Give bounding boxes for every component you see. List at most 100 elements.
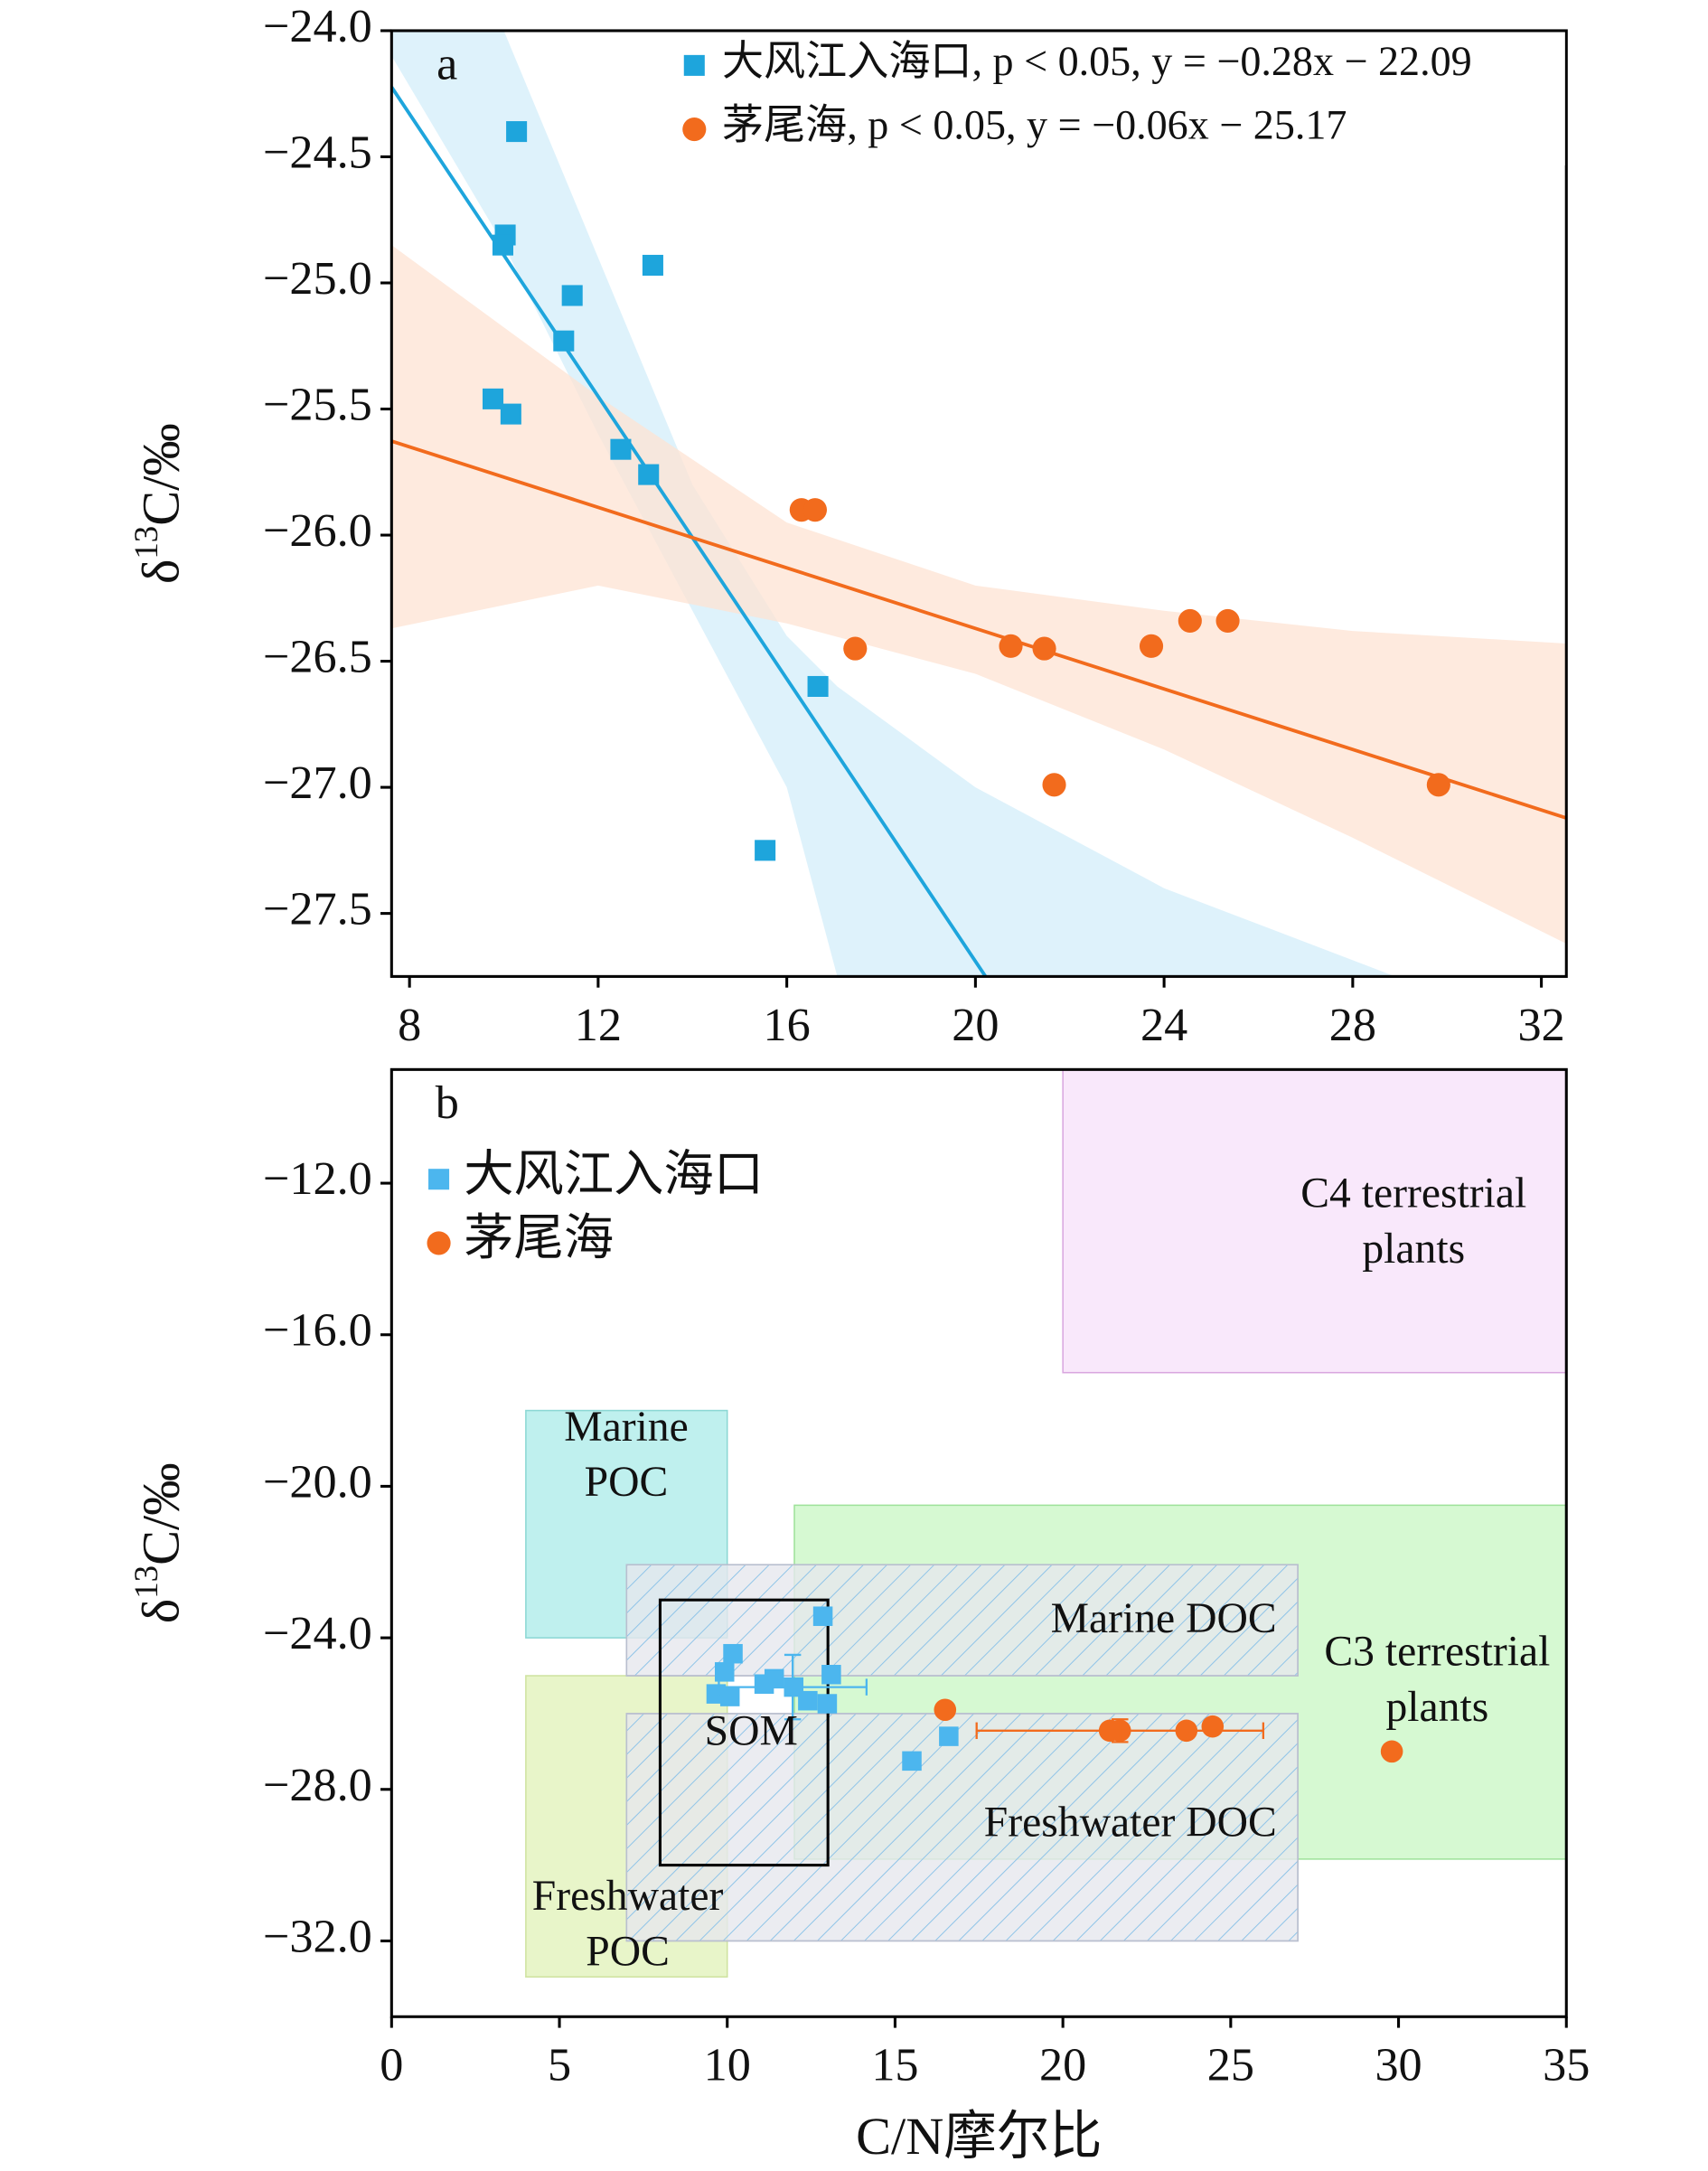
circle-marker [1380, 1740, 1403, 1763]
region-label: POC [585, 1459, 669, 1506]
y-label-sup: 13 [127, 526, 164, 559]
region [1062, 1069, 1567, 1374]
panel-label: a [436, 37, 457, 89]
x-tick-label: 32 [1517, 999, 1564, 1051]
y-label-sup: 13 [127, 1565, 164, 1599]
square-marker [500, 403, 521, 425]
y-label-part: C/‰ [132, 423, 191, 526]
panel-label: b [436, 1076, 459, 1129]
y-label-part: δ [132, 1599, 191, 1624]
x-tick-label: 20 [952, 999, 999, 1051]
square-marker [610, 438, 632, 460]
confidence-band [391, 30, 1395, 977]
square-marker [755, 840, 776, 861]
x-tick-label: 0 [380, 2039, 403, 2091]
region-label: Freshwater [532, 1873, 724, 1920]
circle-marker [1042, 773, 1066, 797]
legend-box [666, 32, 1565, 166]
x-tick-label: 20 [1039, 2039, 1086, 2091]
square-marker [807, 675, 829, 698]
x-tick-label: 10 [704, 2039, 751, 2091]
x-tick-label: 5 [548, 2039, 571, 2091]
fit-line [391, 86, 988, 977]
axes-frame [389, 29, 1568, 978]
legend-label: 茅尾海, p < 0.05, y = −0.06x − 25.17 [722, 102, 1347, 148]
x-tick-label: 24 [1140, 999, 1187, 1051]
region-label: POC [586, 1929, 670, 1976]
square-marker [683, 54, 705, 76]
plot-area [525, 1069, 1567, 1978]
y-tick-label: −26.5 [263, 631, 372, 683]
legend-label: 大风江入海口 [464, 1146, 764, 1201]
region-label: Freshwater DOC [984, 1800, 1277, 1847]
y-tick-label: −24.5 [263, 126, 372, 178]
y-tick-label: −25.0 [263, 252, 372, 305]
y-tick-label: −25.5 [263, 379, 372, 431]
square-marker [482, 388, 504, 409]
region-label: C4 terrestrial [1300, 1170, 1526, 1217]
y-label-part: C/‰ [132, 1462, 191, 1565]
y-tick-label: −27.5 [263, 883, 372, 935]
circle-marker [843, 636, 868, 661]
square-marker [638, 464, 660, 485]
x-tick-label: 28 [1329, 999, 1376, 1051]
square-marker [428, 1169, 450, 1190]
axes-frame [389, 1067, 1568, 2018]
fit-line [391, 439, 1567, 820]
x-tick-label: 12 [575, 999, 622, 1051]
y-tick-label: −32.0 [263, 1910, 372, 1962]
y-tick-label: −24.0 [263, 1607, 372, 1659]
region-label: Marine DOC [1051, 1595, 1277, 1642]
circle-marker [682, 117, 707, 142]
x-tick-label: 15 [871, 2039, 918, 2091]
circle-marker [1426, 773, 1450, 797]
square-marker [798, 1690, 818, 1711]
y-tick-label: −20.0 [263, 1455, 372, 1508]
y-axis-label: δ13C/‰ [127, 423, 190, 584]
y-axis-label: δ13C/‰ [127, 1462, 190, 1623]
circle-marker [1201, 1715, 1225, 1738]
circle-marker [999, 634, 1023, 658]
region-label: Marine [564, 1404, 689, 1451]
x-axis-label: C/N摩尔比 [856, 2107, 1102, 2166]
y-tick-label: −12.0 [263, 1152, 372, 1205]
square-marker [719, 1687, 740, 1706]
square-marker [821, 1665, 841, 1685]
region [658, 1598, 830, 1867]
region-label: C3 terrestrial [1324, 1629, 1550, 1676]
y-tick-label: −26.0 [263, 504, 372, 557]
region-hatch [625, 1713, 1299, 1942]
square-marker [902, 1751, 922, 1772]
square-marker [812, 1606, 833, 1626]
x-tick-label: 35 [1543, 2039, 1590, 2091]
plot-area [391, 30, 1567, 977]
circle-marker [1178, 608, 1202, 633]
square-marker [817, 1694, 838, 1714]
legend-label: 茅尾海 [464, 1210, 614, 1265]
square-marker [715, 1662, 735, 1682]
square-marker [492, 234, 514, 256]
circle-marker [934, 1698, 957, 1722]
x-tick-label: 30 [1375, 2039, 1422, 2091]
square-marker [506, 121, 528, 143]
square-marker [561, 285, 583, 306]
square-marker [939, 1726, 959, 1746]
y-tick-label: −24.0 [263, 0, 372, 52]
region-label: plants [1385, 1684, 1488, 1731]
circle-marker [1215, 608, 1240, 633]
region-label: SOM [705, 1707, 798, 1754]
circle-marker [427, 1231, 451, 1255]
legend-label: 大风江入海口, p < 0.05, y = −0.28x − 22.09 [722, 38, 1472, 84]
y-tick-label: −27.0 [263, 757, 372, 809]
y-label-part: δ [132, 559, 191, 585]
x-tick-label: 25 [1207, 2039, 1254, 2091]
square-marker [764, 1668, 784, 1689]
confidence-band [391, 245, 1567, 945]
region-label: plants [1362, 1226, 1465, 1273]
x-tick-label: 16 [764, 999, 811, 1051]
square-marker [553, 330, 575, 352]
square-marker [642, 254, 663, 276]
circle-marker [1032, 636, 1056, 661]
square-marker [723, 1643, 743, 1664]
